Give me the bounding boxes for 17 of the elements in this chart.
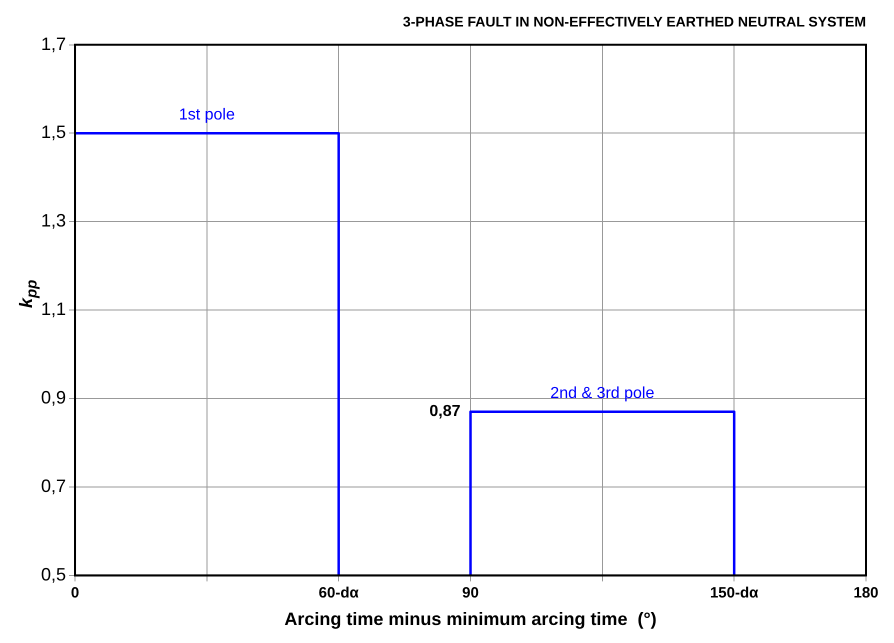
series-label: 2nd & 3rd pole <box>550 385 654 402</box>
y-tick-label: 1,1 <box>40 299 66 320</box>
y-tick-label: 0,7 <box>40 476 66 496</box>
x-tick-label: 0 <box>70 584 80 602</box>
y-tick-label: 0,5 <box>40 564 66 584</box>
annotation: 0,87 <box>429 403 461 420</box>
x-axis-title: Arcing time minus minimum arcing time (°) <box>284 609 657 630</box>
y-tick-label: 1,3 <box>40 210 66 231</box>
y-tick-label: 1,5 <box>40 122 66 142</box>
x-tick-label: 150-dα <box>710 584 760 602</box>
series-label: 1st pole <box>178 106 235 124</box>
y-tick-label: 0,9 <box>40 388 66 408</box>
x-tick-label: 180 <box>853 584 879 602</box>
chart-title: 3-PHASE FAULT IN NON-EFFECTIVELY EARTHED NEUTRAL SYSTEM <box>402 13 866 30</box>
x-tick-label: 90 <box>462 584 479 602</box>
y-tick-label: 1,7 <box>40 34 66 54</box>
x-tick-label: 60-dα <box>318 584 360 602</box>
